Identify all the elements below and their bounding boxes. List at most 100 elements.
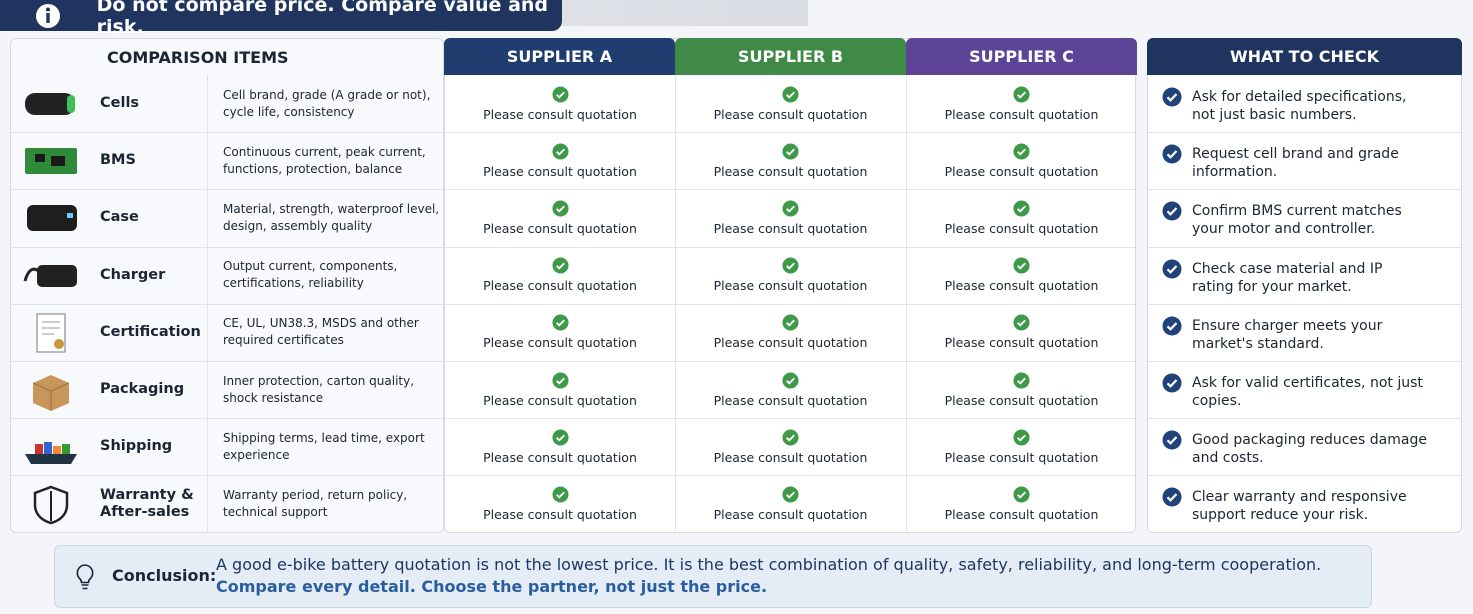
supplier-cell: Please consult quotation (906, 79, 1137, 128)
quotation-text: Please consult quotation (944, 506, 1099, 522)
check-text: Confirm BMS current matches your motor a… (1192, 203, 1402, 238)
quotation-text: Please consult quotation (713, 449, 868, 465)
item-description: Cell brand, grade (A grade or not), cycl… (223, 87, 431, 119)
item-name: Certification (100, 323, 201, 340)
supplier-cell: Please consult quotation (445, 79, 675, 128)
supplier-cell: Please consult quotation (445, 251, 675, 300)
row-divider (11, 418, 443, 420)
conclusion-emphasis: Compare every detail. Choose the partner… (216, 577, 768, 596)
item-icon (21, 422, 81, 472)
supplier-cell: Please consult quotation (445, 193, 675, 242)
check-header: WHAT TO CHECK (1147, 38, 1462, 75)
quotation-text: Please consult quotation (944, 278, 1099, 294)
check-text: Ask for valid certificates, not just cop… (1192, 375, 1423, 409)
item-icon-art (25, 93, 75, 115)
info-icon (36, 3, 60, 28)
item-icon (21, 479, 81, 529)
check-icon (1162, 373, 1182, 393)
check-text: Clear warranty and responsive support re… (1192, 489, 1407, 524)
item-description: CE, UL, UN38.3, MSDS and other required … (223, 316, 419, 348)
items-panel: COMPARISON ITEMS Cells Cell brand, grade … (10, 38, 444, 533)
item-name: Shipping (100, 438, 173, 455)
row-divider (11, 132, 443, 134)
item-description: Shipping terms, lead time, export experi… (223, 430, 425, 462)
item-icon-art (25, 442, 77, 465)
row-divider (11, 246, 443, 248)
supplier-cell: Please consult quotation (906, 308, 1137, 357)
check-text: Good packaging reduces damage and costs. (1192, 432, 1427, 467)
row-divider (445, 475, 1135, 477)
quotation-text: Please consult quotation (713, 506, 868, 522)
items-header: COMPARISON ITEMS (107, 47, 289, 67)
row-divider (1148, 361, 1461, 362)
supplier-cell: Please consult quotation (906, 193, 1137, 242)
supplier-header: SUPPLIER B (675, 38, 906, 75)
supplier-cell: Please consult quotation (675, 251, 906, 300)
row-divider (1148, 303, 1461, 305)
item-name: Packaging (100, 381, 185, 398)
row-divider (445, 246, 1135, 248)
quotation-text: Please consult quotation (713, 392, 868, 408)
quotation-text: Please consult quotation (944, 220, 1099, 236)
quotation-text: Please consult quotation (944, 392, 1099, 408)
item-description: Continuous current, peak current, functi… (223, 144, 426, 176)
row-divider (11, 189, 443, 191)
supplier-cell: Please consult quotation (445, 479, 675, 528)
supplier-cell: Please consult quotation (906, 251, 1137, 300)
quotation-text: Please consult quotation (483, 220, 637, 236)
supplier-cell: Please consult quotation (675, 365, 906, 414)
row-divider (445, 189, 1135, 191)
conclusion-box: Conclusion: A good e-bike battery quotat… (54, 545, 1372, 608)
row-divider (445, 361, 1135, 362)
check-icon (1162, 430, 1182, 450)
check-icon (1162, 487, 1182, 507)
quotation-text: Please consult quotation (483, 392, 637, 408)
banner: Do not compare price. Compare value and … (0, 0, 562, 38)
item-name: Cells (100, 95, 140, 112)
supplier-cell: Please consult quotation (675, 479, 906, 528)
row-divider (11, 361, 443, 362)
row-divider (11, 303, 443, 305)
check-text: Check case material and IP rating for yo… (1192, 260, 1383, 295)
item-icon-art (36, 313, 66, 353)
row-divider (1148, 418, 1461, 420)
supplier-cell: Please consult quotation (675, 193, 906, 242)
row-divider (445, 132, 1135, 134)
row-divider (445, 418, 1135, 420)
supplier-cell: Please consult quotation (906, 422, 1137, 471)
item-icon-art (32, 375, 70, 411)
supplier-cell: Please consult quotation (675, 136, 906, 185)
check-text: Ensure charger meets your market's stand… (1192, 317, 1383, 352)
check-panel: WHAT TO CHECK Ask for detailed specifica… (1147, 38, 1462, 533)
quotation-text: Please consult quotation (483, 278, 637, 294)
quotation-text: Please consult quotation (713, 335, 868, 351)
supplier-cell: Please consult quotation (445, 308, 675, 357)
quotation-text: Please consult quotation (483, 506, 637, 522)
row-divider (1148, 189, 1461, 191)
check-text: Request cell brand and grade information… (1192, 146, 1399, 181)
supplier-cell: Please consult quotation (445, 136, 675, 185)
item-icon (21, 193, 81, 243)
item-icon-art (27, 205, 77, 232)
item-icon-art (23, 264, 77, 287)
supplier-cell: Please consult quotation (675, 422, 906, 471)
check-icon (1162, 201, 1182, 221)
quotation-text: Please consult quotation (713, 278, 868, 294)
suppliers-panel: SUPPLIER A SUPPLIER B SUPPLIER C Please con… (444, 38, 1137, 533)
check-icon (1162, 144, 1182, 164)
supplier-cell: Please consult quotation (906, 365, 1137, 414)
item-icon-art (33, 486, 69, 525)
row-divider (445, 303, 1135, 305)
quotation-text: Please consult quotation (944, 163, 1099, 179)
check-icon (1162, 87, 1182, 107)
item-name: Case (100, 209, 139, 226)
quotation-text: Please consult quotation (483, 163, 637, 179)
row-divider (11, 475, 443, 477)
item-icon (21, 308, 81, 358)
supplier-cell: Please consult quotation (445, 422, 675, 471)
row-divider (1148, 475, 1461, 477)
supplier-header: SUPPLIER A (444, 38, 675, 75)
item-name: BMS (100, 152, 136, 169)
quotation-text: Please consult quotation (944, 335, 1099, 351)
